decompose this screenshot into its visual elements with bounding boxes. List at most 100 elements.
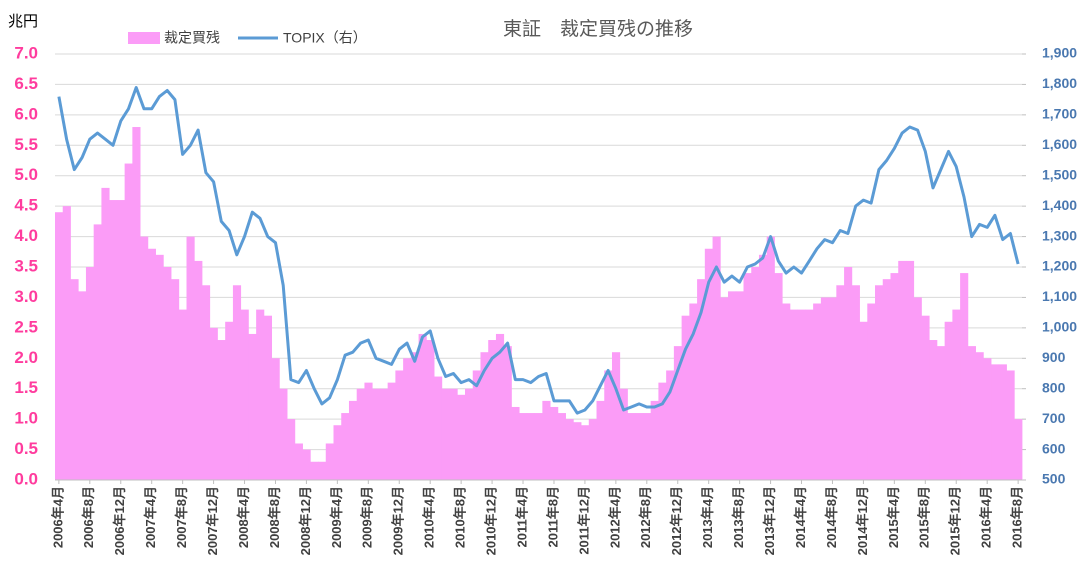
bar [163,267,172,480]
x-tick-label: 2013年4月 [700,486,715,548]
bar [642,413,652,480]
line [57,86,1020,415]
bar [875,285,884,480]
bar [310,461,319,480]
x-tick-label: 2008年4月 [236,486,251,548]
bar [905,260,915,480]
bar [209,327,218,480]
legend-swatch [128,32,160,44]
bar [178,309,187,480]
bar [681,315,690,480]
bar [689,303,698,480]
bar [728,291,737,480]
bar [743,273,752,480]
bar [697,279,706,480]
bar [62,206,71,480]
y2-tick-label: 1,000 [1042,319,1077,335]
bar [232,285,242,480]
bar [758,254,768,480]
bar [155,254,164,480]
y-tick-label: 6.5 [14,74,38,93]
bar [751,267,760,480]
x-tick-label: 2011年4月 [514,486,529,547]
bar [201,285,211,480]
bar [426,340,435,480]
bar [364,382,373,480]
bar [70,279,79,480]
bar [975,352,984,480]
bar [410,352,419,480]
bar [472,370,481,480]
bar [271,358,280,480]
x-tick-label: 2007年12月 [205,486,220,555]
y-tick-label: 5.0 [14,165,38,184]
y-tick-label: 2.5 [14,317,38,336]
bar [441,388,450,480]
bar [859,321,868,480]
bar [457,394,466,480]
y-tick-label: 4.5 [14,196,38,215]
bar [844,267,853,480]
bar [449,388,458,480]
y-tick-label: 7.0 [14,43,38,62]
y-tick-label: 4.0 [14,226,38,245]
x-tick-label: 2010年12月 [484,486,499,555]
bar [248,333,257,480]
x-tick-label: 2008年8月 [267,486,282,548]
x-tick-label: 2014年12月 [855,486,870,555]
bar [952,309,961,480]
bar [93,224,102,480]
y-tick-label: 6.0 [14,104,38,123]
bar [596,400,605,480]
bar [565,419,574,480]
bar [913,297,922,480]
bar [766,236,775,480]
bar [434,376,443,480]
bar [581,425,590,480]
bar [735,291,744,480]
bar [387,382,396,480]
y2-tick-label: 700 [1042,410,1066,426]
y2-tick-label: 1,100 [1042,288,1077,304]
bar [132,127,141,481]
x-tick-label: 2009年4月 [329,486,344,548]
bar [395,370,404,480]
y2-tick-label: 1,800 [1042,75,1077,91]
y-tick-label: 3.5 [14,256,38,275]
x-tick-label: 2009年8月 [360,486,375,548]
bar [898,260,907,480]
y2-tick-label: 900 [1042,349,1066,365]
bar [820,297,829,480]
x-tick-label: 2006年8月 [81,486,96,548]
y2-tick-label: 1,600 [1042,136,1077,152]
x-tick-label: 2009年12月 [391,486,406,555]
bar [991,364,1000,480]
bar [557,413,566,480]
bar [341,413,350,480]
y-tick-label: 0.0 [14,469,38,488]
bar [85,267,95,480]
bar [403,358,412,480]
bar [279,388,288,480]
bar [294,443,303,480]
bar [983,358,992,480]
x-tick-label: 2015年12月 [948,486,963,555]
x-tick-label: 2010年8月 [453,486,468,548]
bar [325,443,334,480]
bar [782,303,791,480]
x-tick-label: 2011年8月 [545,486,560,547]
bar [124,163,133,481]
x-tick-label: 2014年8月 [824,486,839,548]
y-tick-label: 2.0 [14,348,38,367]
bar [635,413,644,480]
bar [256,309,265,480]
bar [379,388,389,480]
bar [789,309,799,480]
y-tick-label: 1.0 [14,409,38,428]
bar [882,279,891,480]
legend-label: TOPIX（右） [283,30,367,46]
bar [867,303,876,480]
bar [109,200,118,481]
bar [619,388,628,480]
bar [650,400,659,480]
